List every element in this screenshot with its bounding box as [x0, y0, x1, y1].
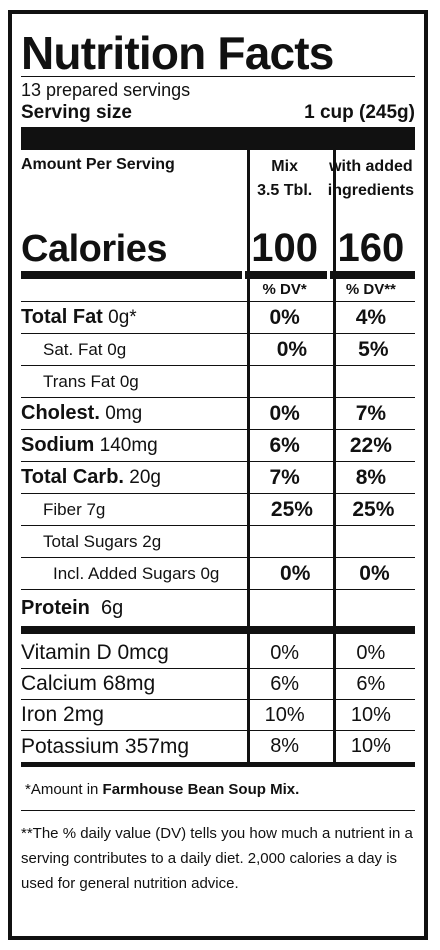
nutrient-amount: 0mg — [105, 403, 143, 424]
nutrient-row-total-sugars: Total Sugars 2g — [21, 526, 415, 558]
thick-divider — [21, 127, 415, 149]
amount-footnote-prefix: *Amount in — [25, 781, 103, 798]
nutrient-name: Total Sugars — [43, 531, 138, 551]
nutrient-dv-added: 25% — [352, 497, 395, 521]
vitamin-dv-added: 0% — [356, 641, 386, 664]
nutrient-name: Incl. Added Sugars — [53, 563, 196, 583]
nutrient-name: Trans Fat — [43, 371, 116, 391]
vitamin-dv-mix: 8% — [270, 735, 300, 757]
nutrient-dv-mix: 0% — [280, 561, 311, 585]
nutrient-row-added-sugars: Incl. Added Sugars 0g 0% 0% — [21, 558, 415, 590]
nutrient-name: Total Carb. — [21, 466, 124, 488]
vitamin-dv-mix: 10% — [264, 703, 305, 726]
calories-label: Calories — [21, 228, 167, 270]
footnote-rule — [21, 810, 415, 811]
calories-row: Calories 100 160 — [21, 226, 415, 268]
product-name: Farmhouse Bean Soup Mix. — [102, 781, 300, 798]
vitamin-name: Iron — [21, 703, 58, 726]
column-divider-mix — [247, 149, 250, 762]
nutrient-dv-mix: 25% — [270, 497, 313, 521]
nutrition-facts-label: Nutrition Facts 13 prepared servings Ser… — [8, 10, 428, 940]
nutrient-dv-mix: 0% — [269, 401, 300, 425]
nutrient-grid: Amount Per Serving Mix 3.5 Tbl. with add… — [21, 149, 416, 762]
nutrient-amount: 0g — [119, 371, 139, 391]
footnote-divider — [21, 762, 415, 767]
nutrient-row-cholesterol: Cholest. 0mg 0% 7% — [21, 398, 415, 430]
daily-value-header-row: % DV* % DV** — [21, 279, 415, 302]
vitamin-dv-added: 6% — [356, 672, 386, 695]
daily-value-footnote: **The % daily value (DV) tells you how m… — [21, 825, 413, 892]
nutrient-dv-added: 5% — [358, 337, 389, 361]
vitamin-amount: 357mg — [124, 734, 190, 758]
nutrient-name: Fiber — [43, 499, 82, 519]
nutrient-amount: 140mg — [99, 435, 158, 456]
nutrient-amount: 0g — [200, 563, 220, 583]
nutrient-amount: 7g — [86, 499, 106, 519]
vitamin-dv-added: 10% — [350, 703, 391, 726]
nutrient-dv-added: 4% — [355, 305, 387, 329]
nutrient-row-fiber: Fiber 7g 25% 25% — [21, 494, 415, 526]
amount-per-serving-label: Amount Per Serving — [21, 156, 175, 173]
vitamin-amount: 0mcg — [117, 641, 169, 664]
calories-added: 160 — [337, 226, 405, 270]
label-title: Nutrition Facts — [21, 27, 334, 79]
vitamin-amount: 2mg — [63, 703, 104, 726]
vitamin-row-iron: Iron 2mg 10% 10% — [21, 700, 415, 731]
nutrient-dv-mix: 0% — [276, 337, 308, 361]
nutrient-name: Sat. Fat — [43, 339, 103, 359]
dv-mix-header: % DV* — [262, 281, 307, 298]
mix-column-header: Mix 3.5 Tbl. — [243, 150, 327, 226]
vitamin-dv-mix: 0% — [270, 641, 300, 664]
column-header-row: Amount Per Serving Mix 3.5 Tbl. with add… — [21, 149, 415, 226]
calories-divider — [21, 271, 416, 279]
servings-per-container: 13 prepared servings — [21, 80, 191, 100]
nutrient-dv-mix: 7% — [269, 465, 300, 489]
vitamin-row-calcium: Calcium 68mg 6% 6% — [21, 669, 415, 700]
nutrient-amount: 2g — [142, 531, 162, 551]
nutrient-dv-added: 0% — [359, 561, 390, 585]
vitamin-amount: 68mg — [102, 672, 156, 695]
vitamin-name: Calcium — [21, 672, 97, 695]
serving-size-value: 1 cup (245g) — [304, 102, 415, 123]
nutrient-amount: 20g — [129, 467, 161, 488]
vitamin-dv-mix: 6% — [270, 672, 300, 695]
vitamin-name: Potassium — [21, 734, 120, 758]
mix-header-line1: Mix — [271, 158, 298, 175]
added-column-header: with added ingredients — [327, 150, 415, 226]
protein-amount: 6g — [101, 596, 124, 619]
nutrient-name: Sodium — [21, 434, 95, 456]
nutrient-amount: 0g — [107, 339, 127, 359]
vitamin-name: Vitamin D — [21, 641, 112, 664]
vitamin-dv-added: 10% — [350, 735, 391, 757]
vitamin-divider — [21, 626, 415, 634]
nutrient-amount: 0g* — [108, 307, 137, 328]
nutrient-name: Total Fat — [21, 306, 103, 328]
nutrient-row-sat-fat: Sat. Fat 0g 0% 5% — [21, 334, 415, 366]
nutrient-row-total-fat: Total Fat 0g* 0% 4% — [21, 302, 415, 334]
column-divider-added — [333, 149, 336, 762]
serving-size-row: Serving size 1 cup (245g) — [21, 101, 415, 125]
added-header-line1: with added — [329, 158, 413, 175]
nutrient-row-protein: Protein 6g — [21, 590, 415, 626]
nutrient-row-trans-fat: Trans Fat 0g — [21, 366, 415, 398]
mix-header-line2: 3.5 Tbl. — [257, 182, 313, 199]
vitamin-row-potassium: Potassium 357mg 8% 10% — [21, 731, 415, 762]
vitamin-row-vitamin-d: Vitamin D 0mcg 0% 0% — [21, 638, 415, 669]
nutrient-name: Cholest. — [21, 402, 100, 424]
dv-added-header: % DV** — [345, 281, 396, 298]
title-rule — [21, 76, 415, 77]
calories-mix: 100 — [251, 226, 319, 270]
nutrient-dv-added: 22% — [349, 433, 392, 457]
nutrient-row-total-carb: Total Carb. 20g 7% 8% — [21, 462, 415, 494]
nutrient-dv-mix: 6% — [269, 433, 300, 457]
amount-footnote: *Amount in Farmhouse Bean Soup Mix. — [21, 781, 415, 798]
added-header-line2: ingredients — [327, 182, 414, 199]
nutrient-dv-added: 8% — [355, 465, 387, 489]
protein-name: Protein — [21, 596, 90, 619]
nutrient-dv-mix: 0% — [269, 305, 300, 329]
nutrient-dv-added: 7% — [355, 401, 387, 425]
nutrient-row-sodium: Sodium 140mg 6% 22% — [21, 430, 415, 462]
serving-size-label: Serving size — [21, 102, 132, 123]
